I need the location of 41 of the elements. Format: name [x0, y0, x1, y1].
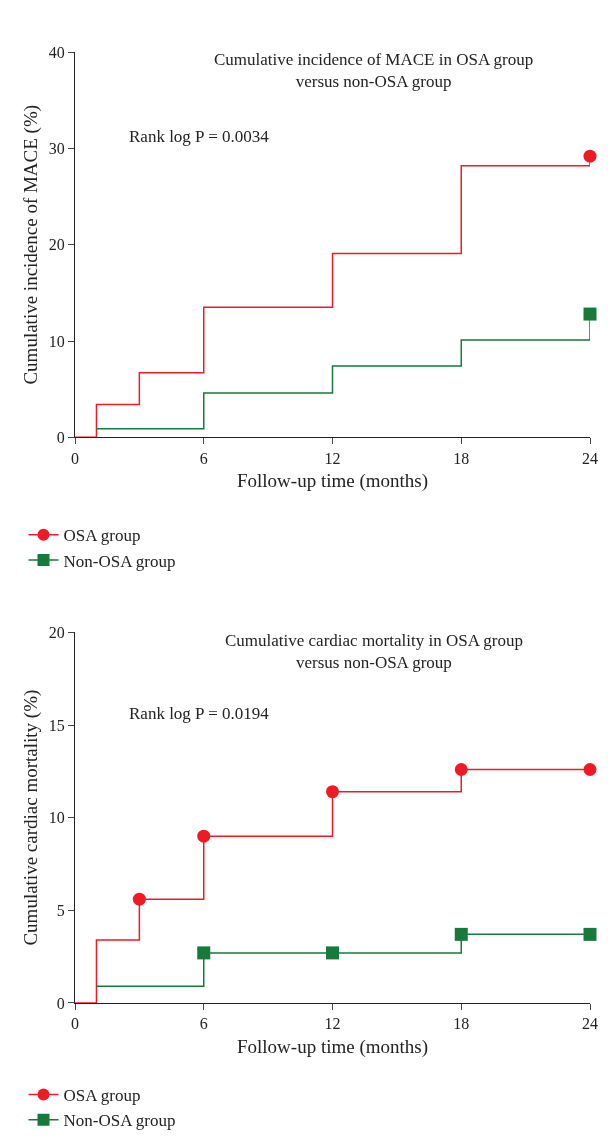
y-axis-title: Cumulative cardiac mortality (%) [19, 689, 42, 946]
point [454, 927, 468, 941]
x-tick-label: 0 [71, 449, 79, 467]
annotation: Rank log P = 0.0034 [129, 127, 270, 146]
x-tick-label: 0 [71, 1015, 79, 1033]
legend-label: Non-OSA group [63, 551, 176, 571]
x-tick-label: 6 [199, 449, 208, 467]
y-tick-label: 20 [48, 623, 65, 641]
point [583, 762, 597, 776]
x-tick-label: 18 [453, 449, 470, 467]
annotation: Rank log P = 0.0194 [129, 704, 270, 723]
y-tick-label: 10 [48, 809, 65, 827]
point [326, 785, 339, 799]
text: Cumulative cardiac mortality in OSA group versus non-OSA group [225, 631, 523, 673]
y-tick-label: 20 [48, 236, 65, 254]
point [454, 762, 468, 776]
point [197, 946, 211, 960]
x-axis-title: Follow-up time (months) [236, 470, 429, 493]
legend-label: OSA group [63, 526, 141, 546]
x-tick-label: 24 [582, 1015, 598, 1033]
y-tick-label: 0 [56, 428, 65, 446]
y-tick-label: 15 [48, 716, 65, 734]
y-tick-label: 10 [48, 332, 65, 350]
x-tick-label: 24 [582, 449, 598, 467]
y-tick-label: 40 [48, 43, 65, 61]
point [132, 892, 146, 906]
y-tick-label: 0 [56, 994, 65, 1012]
x-axis-title: Follow-up time (months) [236, 1035, 429, 1058]
point [197, 829, 211, 843]
x-tick-label: 18 [453, 1015, 470, 1033]
legend-label: OSA group [63, 1086, 141, 1106]
x-tick-label: 12 [324, 449, 341, 467]
point [326, 946, 339, 960]
y-tick-label: 5 [56, 901, 65, 919]
y-axis-title: Cumulative incidence of MACE (%) [19, 104, 42, 385]
text: Cumulative incidence of MACE in OSA group versus non-OSA group [214, 50, 534, 92]
point [583, 927, 597, 941]
x-tick-label: 12 [324, 1015, 341, 1033]
x-tick-label: 6 [199, 1015, 208, 1033]
legend-label: Non-OSA group [63, 1111, 176, 1131]
y-tick-label: 30 [48, 140, 65, 158]
